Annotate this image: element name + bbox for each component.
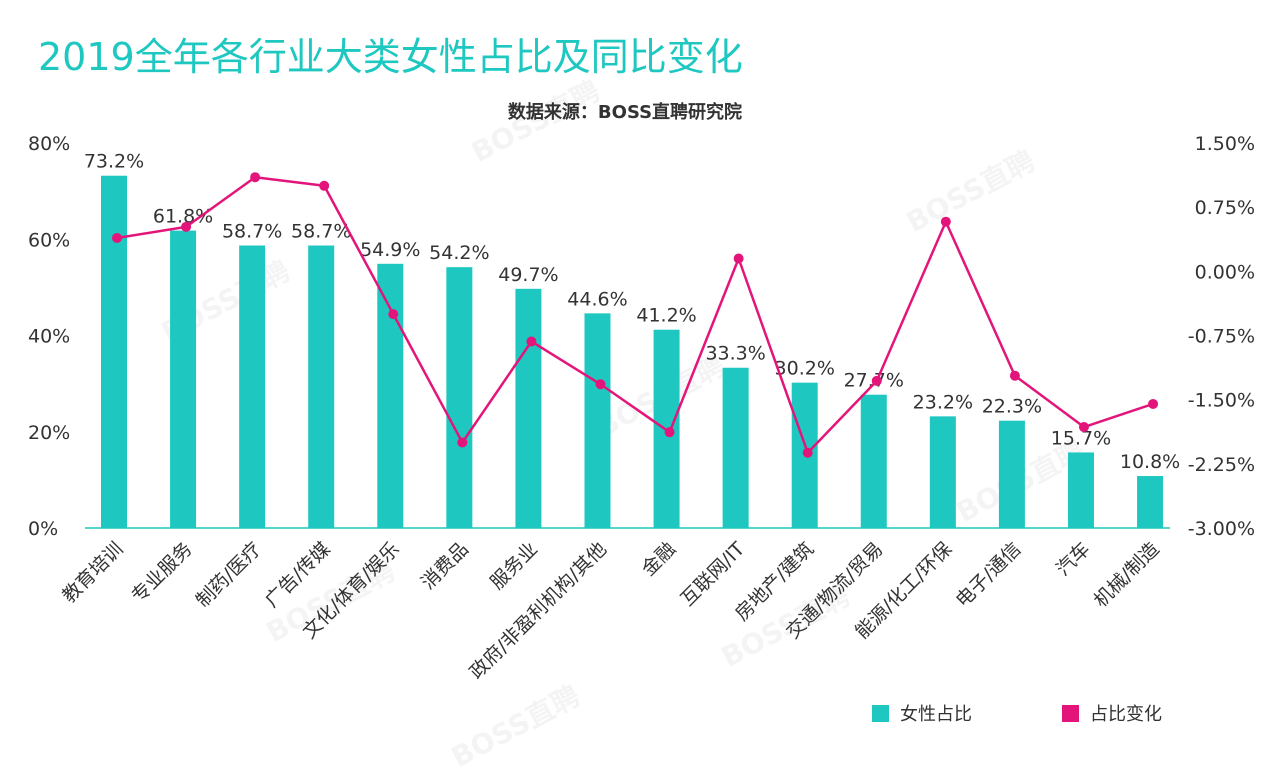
legend: 女性占比 占比变化 [872,704,1162,725]
y-right-tick-label: -0.75% [1188,326,1255,348]
x-tick-label: 服务业 [486,538,542,594]
bar-value-label: 23.2% [913,391,973,413]
bar-value-label: 54.9% [360,239,420,261]
watermark-text: BOSS直聘 [446,679,585,774]
bar-data-labels: 73.2% 61.8% 58.7% 58.7% 54.9% 54.2% 49.7% 44.6%… [84,151,1180,473]
x-tick-label: 机械/制造 [1090,538,1164,612]
bar-series [101,175,1164,528]
line-point [1148,398,1159,409]
line-point [664,427,675,438]
legend-swatch-line [1062,705,1079,722]
bar-value-label: 54.2% [429,242,489,264]
bar [377,263,404,528]
bar-value-label: 33.3% [705,343,765,365]
y-left-tick-label: 80% [28,133,70,155]
y-left-tick-label: 20% [28,422,70,444]
line-point [181,221,192,232]
line-point [526,336,537,347]
bar [584,313,611,528]
x-tick-label: 汽车 [1052,538,1094,580]
bar-value-label: 73.2% [84,151,144,173]
bar [1067,452,1094,528]
bar-value-label: 10.8% [1120,451,1180,473]
bar [308,245,335,528]
y-right-tick-label: -2.25% [1188,454,1255,476]
line-point [595,379,606,390]
axes: 0% 20% 40% 60% 80% -3.00% -2.25% -1.50% -0.75% 0.… [28,133,1255,540]
watermark-text: BOSS直聘 [901,144,1040,239]
y-right-tick-label: -3.00% [1188,518,1255,540]
x-tick-label: 互联网/IT [677,538,750,611]
bar [170,230,197,528]
line-point [802,447,813,458]
line-point [388,309,399,320]
x-tick-label: 金融 [638,538,680,580]
y-right-tick-label: 1.50% [1195,133,1255,155]
y-right-tick-label: 0.75% [1195,197,1255,219]
bar-value-label: 44.6% [567,288,627,310]
bar [515,288,542,528]
line-point [112,232,122,243]
line-point [457,437,468,448]
y-right-tick-label: -1.50% [1188,390,1255,412]
chart-title: 2019全年各行业大类女性占比及同比变化 [38,35,743,79]
bar-value-label: 41.2% [636,305,696,327]
legend-label-bar: 女性占比 [900,704,972,725]
y-right-tick-label: 0.00% [1195,261,1255,283]
bar [446,267,473,528]
bar-value-label: 30.2% [775,358,835,380]
line-point [1078,422,1089,433]
bar [929,416,956,528]
legend-swatch-bar [872,705,889,722]
bar-value-label: 61.8% [153,206,213,228]
line-point [871,375,882,386]
x-tick-label: 教育培训 [58,538,127,607]
y-left-tick-label: 60% [28,229,70,251]
bar-value-label: 15.7% [1051,427,1111,449]
line-point [319,180,330,191]
legend-label-line: 占比变化 [1090,704,1162,725]
bar [239,245,266,528]
change-line [116,175,1154,454]
bar-value-label: 22.3% [982,396,1042,418]
bar-value-label: 58.7% [222,221,282,243]
bar [860,394,887,528]
line-point [733,253,744,264]
y-left-tick-label: 0% [28,518,58,540]
x-tick-label: 制药/医疗 [192,538,266,612]
bar [101,175,127,528]
x-tick-label: 消费品 [417,538,473,594]
x-tick-label: 政府/非盈利机构/其他 [465,538,611,684]
line-series [112,172,1159,458]
line-point [1009,370,1020,381]
bar-value-label: 49.7% [498,264,558,286]
chart-subtitle: 数据来源：BOSS直聘研究院 [508,101,742,123]
bar-value-label: 58.7% [291,221,351,243]
bar [998,420,1025,528]
y-left-tick-label: 40% [28,326,70,348]
line-point [940,216,951,227]
bar [722,367,749,528]
line-point [250,172,261,183]
x-tick-label: 专业服务 [127,538,196,607]
x-tick-label: 电子/通信 [952,538,1026,612]
bar [1137,476,1164,528]
